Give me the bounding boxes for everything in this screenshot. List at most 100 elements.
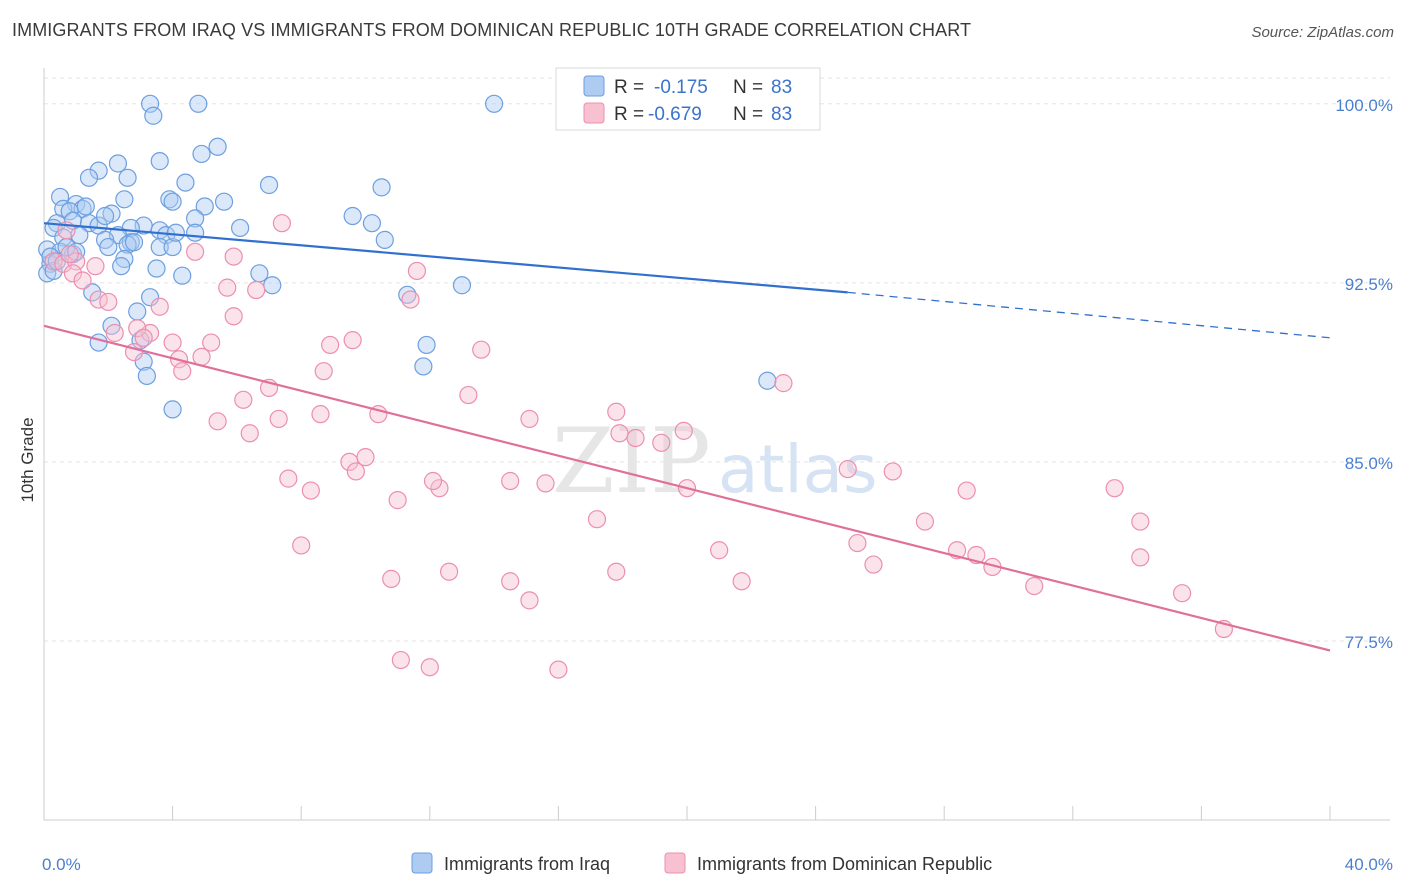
legend-n-label-dr: N = <box>733 104 763 125</box>
data-point <box>1131 512 1150 531</box>
data-point <box>118 168 137 187</box>
data-point <box>272 214 292 233</box>
data-point <box>314 362 333 381</box>
data-point <box>150 297 169 316</box>
data-point <box>83 283 102 302</box>
chart-source: Source: ZipAtlas.com <box>1251 24 1394 41</box>
data-point <box>417 335 436 355</box>
data-point <box>79 168 99 187</box>
y-tick-label: 100.0% <box>1335 96 1393 115</box>
data-point <box>176 173 195 192</box>
data-point <box>134 352 153 371</box>
data-point <box>279 469 298 488</box>
data-point <box>520 409 539 429</box>
data-point <box>163 237 182 257</box>
data-point <box>240 424 259 443</box>
data-point <box>67 252 86 271</box>
data-point <box>263 276 282 295</box>
data-point <box>1131 548 1150 567</box>
legend-n-value-dr: 83 <box>771 104 792 125</box>
legend-r-label-iraq: R = <box>614 77 644 98</box>
data-point <box>99 292 118 312</box>
data-point <box>186 242 205 261</box>
data-point <box>864 555 883 574</box>
data-point <box>189 94 208 113</box>
data-point <box>73 271 92 290</box>
data-point <box>192 347 211 366</box>
data-point <box>549 660 568 679</box>
y-tick-label: 92.5% <box>1345 275 1393 294</box>
data-point <box>674 421 693 440</box>
data-point <box>150 152 169 171</box>
data-point <box>186 223 205 242</box>
data-point <box>732 572 751 591</box>
data-point <box>163 400 182 419</box>
data-point <box>160 190 179 209</box>
data-point <box>128 302 147 321</box>
axes <box>43 68 1390 821</box>
data-point <box>652 433 671 452</box>
series-legend: Immigrants from Iraq Immigrants from Dom… <box>411 852 992 874</box>
data-point <box>311 405 330 424</box>
data-point <box>407 261 427 281</box>
data-point <box>957 481 976 500</box>
data-point <box>208 412 227 431</box>
data-point <box>343 206 362 226</box>
legend-swatch-iraq <box>583 75 605 97</box>
data-point <box>250 264 269 283</box>
watermark-atlas: atlas <box>718 431 878 508</box>
data-point <box>459 385 478 405</box>
data-point <box>50 187 70 207</box>
data-point <box>86 257 105 276</box>
y-tick-label: 77.5% <box>1345 633 1393 652</box>
data-point <box>137 366 156 386</box>
series-dr-points <box>44 214 1234 679</box>
data-point <box>607 402 626 421</box>
data-point <box>401 290 420 309</box>
data-point <box>340 452 359 472</box>
data-point <box>1173 584 1192 603</box>
data-point <box>346 462 365 481</box>
data-point <box>173 266 192 285</box>
data-point <box>439 562 459 581</box>
data-point <box>301 481 320 500</box>
data-point <box>375 230 394 249</box>
data-point <box>607 562 626 581</box>
y-tick-labels: 77.5% 85.0% 92.5% 100.0% <box>1335 96 1393 652</box>
trend-lines <box>43 222 1331 652</box>
x-tick-label-max: 40.0% <box>1345 855 1393 874</box>
data-point <box>63 264 83 283</box>
data-point <box>883 462 902 481</box>
series-iraq-points <box>38 94 777 419</box>
data-point <box>536 474 555 493</box>
y-axis-label: 10th Grade <box>18 417 37 502</box>
data-point <box>231 218 250 238</box>
data-point <box>163 333 182 352</box>
x-tick-label-min: 0.0% <box>42 855 81 874</box>
data-point <box>430 479 449 498</box>
data-point <box>186 209 205 228</box>
bottom-legend-swatch-iraq <box>411 852 433 874</box>
bottom-legend-label-iraq: Immigrants from Iraq <box>444 854 610 874</box>
trend-line-iraq <box>43 222 848 294</box>
data-point <box>501 572 520 591</box>
data-point <box>108 154 128 173</box>
data-point <box>520 591 539 610</box>
legend-n-label-iraq: N = <box>733 77 763 98</box>
data-point <box>391 650 410 670</box>
data-point <box>269 409 288 429</box>
data-point <box>356 448 375 467</box>
legend-swatch-dr <box>583 102 605 124</box>
data-point <box>234 390 253 409</box>
data-point <box>99 237 118 257</box>
data-point <box>343 331 362 350</box>
data-point <box>166 223 185 242</box>
trend-line-iraq-extrapolated <box>847 291 1331 339</box>
data-point <box>95 206 115 226</box>
data-point <box>485 94 504 113</box>
data-point <box>838 459 857 479</box>
data-point <box>472 340 491 359</box>
legend-n-value-iraq: 83 <box>771 77 792 98</box>
data-point <box>192 144 211 164</box>
